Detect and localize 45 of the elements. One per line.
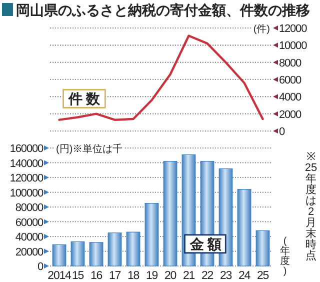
y-tick-label: 0: [279, 126, 285, 138]
y-tick-label: 10000: [279, 40, 308, 52]
line-series: [58, 34, 264, 121]
x-tick-label: 18: [127, 270, 140, 282]
y-tick-label: 100000: [10, 187, 44, 200]
bar: [89, 242, 104, 266]
chart-title: 岡山県のふるさと納税の寄付金額、件数の推移: [16, 2, 310, 18]
y-tick-label: 160000: [10, 143, 44, 155]
y-tick-label: 140000: [10, 158, 44, 170]
bar: [237, 189, 252, 266]
series-label: 件 数: [67, 90, 102, 107]
bar: [70, 241, 85, 266]
y-axis-title: (件): [253, 24, 270, 35]
text: ※25年度は2月末時点: [304, 151, 318, 262]
series-label: 金 額: [188, 236, 222, 252]
x-tick-label: 22: [201, 270, 214, 282]
x-tick-label: 24: [238, 270, 252, 282]
y-tick-label: 12000: [279, 23, 308, 35]
y-tick-label: 6000: [279, 74, 302, 86]
bar: [256, 230, 270, 266]
bar: [108, 232, 122, 266]
y-tick-label: 80000: [15, 202, 44, 214]
y-tick-label: 120000: [10, 172, 44, 184]
bar: [126, 232, 140, 266]
y-tick-label: 0: [37, 261, 44, 273]
y-tick-label: 40000: [15, 232, 44, 244]
x-tick-label: 21: [182, 270, 195, 282]
x-tick-label: 25: [256, 270, 269, 282]
x-axis-title: (年度): [280, 236, 290, 277]
x-tick-label: 19: [146, 270, 158, 282]
x-tick-label: 15: [72, 270, 84, 282]
x-tick-label: 17: [108, 270, 121, 282]
bar: [163, 160, 178, 266]
x-tick-label: 2014: [48, 270, 72, 282]
x-tick-label: 20: [164, 270, 176, 282]
bar: [52, 244, 66, 266]
y-tick-label: 4000: [279, 92, 302, 104]
y-tick-label: 8000: [279, 57, 302, 70]
y-tick-label: 60000: [15, 216, 44, 229]
x-tick-label: 23: [220, 270, 232, 282]
y-tick-label: 20000: [15, 246, 44, 258]
y-tick-label: 2000: [279, 108, 302, 121]
bar: [144, 203, 159, 266]
y-axis-title: (円)※単位は千: [56, 143, 123, 155]
x-tick-label: 16: [90, 270, 102, 282]
